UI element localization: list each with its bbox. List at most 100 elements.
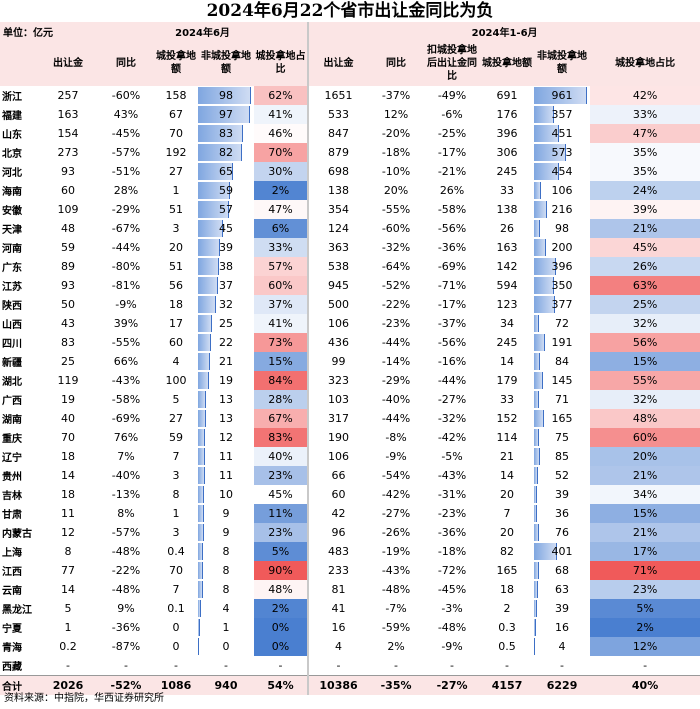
cell-jun-sale: 119	[57, 374, 79, 387]
cell-jun-sale: 40	[61, 412, 75, 425]
bar-fill	[198, 201, 229, 218]
cell-ytd-noncity: 84	[534, 352, 590, 371]
cell-jun-noncity: 19	[198, 371, 254, 390]
bar-fill	[534, 182, 541, 199]
cell-ytd-yoy: -19%	[381, 545, 411, 558]
cell-ytd-share: 35%	[590, 162, 700, 181]
cell-jun-yoy: -22%	[111, 564, 141, 577]
bar-value: 9	[222, 507, 230, 520]
bar-fill	[534, 315, 539, 332]
cell-jun-yoy: 76%	[113, 431, 139, 444]
total-jun-sale: 2026	[38, 675, 98, 695]
cell-ytd-excl-yoy: -6%	[441, 108, 463, 121]
cell-province: 湖北	[2, 377, 22, 388]
header-jun-share: 城投拿地占比	[254, 40, 310, 86]
cell-ytd-yoy: -20%	[381, 127, 411, 140]
bar-fill	[534, 353, 540, 370]
cell-ytd-share: 21%	[590, 466, 700, 485]
cell-jun-yoy: -57%	[111, 526, 141, 539]
cell-ytd-city: 306	[496, 146, 518, 159]
cell-ytd-noncity: 200	[534, 238, 590, 257]
bar-fill	[198, 467, 205, 484]
table-row: 天津 48 -67% 3 45 6% 124 -60% -56% 26 98 21%	[0, 219, 700, 238]
cell-jun-yoy: 7%	[117, 450, 135, 463]
bar-value: 72	[555, 317, 570, 330]
cell-ytd-share: 32%	[590, 390, 700, 409]
cell-jun-share: 46%	[254, 124, 310, 143]
cell-ytd-noncity: -	[534, 656, 590, 676]
cell-jun-noncity: -	[198, 656, 254, 676]
bar-fill	[534, 372, 543, 389]
cell-jun-city: 5	[172, 393, 180, 406]
bar-fill	[534, 239, 546, 256]
cell-ytd-sale: 41	[331, 602, 346, 615]
bar-fill	[534, 106, 555, 123]
bar-value: 4	[558, 640, 566, 653]
bar-value: 36	[555, 507, 570, 520]
cell-province: 新疆	[2, 358, 22, 369]
cell-jun-share: 57%	[254, 257, 310, 276]
cell-ytd-yoy: -26%	[381, 526, 411, 539]
bar-fill	[534, 505, 537, 522]
cell-ytd-yoy: -8%	[385, 431, 407, 444]
cell-ytd-excl-yoy: -48%	[437, 621, 467, 634]
cell-ytd-share: 15%	[590, 352, 700, 371]
cell-jun-yoy: 8%	[117, 507, 135, 520]
total-ytd-yoy: -35%	[368, 675, 425, 695]
cell-jun-yoy: -48%	[111, 545, 141, 558]
header-ytd-city: 城投拿地额	[480, 40, 535, 86]
bar-fill	[198, 562, 204, 579]
bar-fill	[534, 467, 538, 484]
cell-province: 海南	[2, 187, 22, 198]
cell-jun-city: 20	[169, 241, 183, 254]
bar-value: 8	[222, 545, 230, 558]
cell-jun-sale: 273	[57, 146, 79, 159]
bar-value: 25	[219, 317, 233, 330]
cell-jun-share: 40%	[254, 447, 310, 466]
bar-value: 21	[219, 355, 233, 368]
cell-ytd-noncity: 16	[534, 618, 590, 637]
cell-jun-noncity: 8	[198, 561, 254, 580]
cell-ytd-share: 21%	[590, 523, 700, 542]
cell-ytd-yoy: -60%	[381, 222, 411, 235]
cell-ytd-noncity: 76	[534, 523, 590, 542]
cell-province: 宁夏	[2, 624, 22, 635]
cell-ytd-city: 20	[500, 488, 515, 501]
cell-ytd-sale: 42	[331, 507, 346, 520]
bar-value: 39	[555, 602, 570, 615]
total-province: 合计	[0, 675, 38, 695]
cell-ytd-sale: 533	[328, 108, 350, 121]
cell-jun-noncity: 97	[198, 105, 254, 124]
cell-ytd-noncity: 191	[534, 333, 590, 352]
bar-value: 573	[551, 146, 573, 159]
bar-value: 76	[555, 526, 570, 539]
cell-ytd-yoy: -40%	[381, 393, 411, 406]
cell-ytd-city: 2	[503, 602, 511, 615]
cell-jun-share: 48%	[254, 580, 310, 599]
cell-jun-noncity: 13	[198, 409, 254, 428]
cell-jun-city: 51	[169, 260, 183, 273]
bar-value: 57	[219, 203, 233, 216]
cell-jun-share: 0%	[254, 637, 310, 656]
cell-jun-noncity: 45	[198, 219, 254, 238]
cell-ytd-sale: 698	[328, 165, 350, 178]
cell-province: 黑龙江	[2, 605, 32, 616]
cell-ytd-yoy: -	[394, 659, 399, 672]
cell-ytd-city: 245	[496, 165, 518, 178]
cell-jun-sale: 5	[64, 602, 72, 615]
total-jun-yoy: -52%	[98, 675, 154, 695]
bar-fill	[534, 429, 540, 446]
bar-value: 98	[219, 89, 233, 102]
cell-jun-city: 0	[172, 621, 180, 634]
bar-fill	[198, 334, 211, 351]
cell-ytd-noncity: 165	[534, 409, 590, 428]
bar-value: 16	[555, 621, 570, 634]
cell-ytd-noncity: 216	[534, 200, 590, 219]
table-row: 河南 59 -44% 20 39 33% 363 -32% -36% 163 200 45%	[0, 238, 700, 257]
cell-ytd-excl-yoy: -36%	[437, 241, 467, 254]
cell-ytd-city: 176	[496, 108, 518, 121]
table-row: 广东 89 -80% 51 38 57% 538 -64% -69% 142 396 26%	[0, 257, 700, 276]
table-body: 浙江 257 -60% 158 98 62% 1651 -37% -49% 691 961 42% 福建…	[0, 86, 700, 695]
cell-ytd-noncity: 63	[534, 580, 590, 599]
cell-jun-yoy: -13%	[111, 488, 141, 501]
